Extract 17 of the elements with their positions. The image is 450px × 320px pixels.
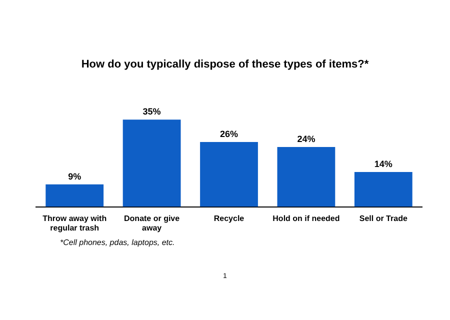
x-tick-label: Recycle bbox=[214, 214, 245, 223]
x-tick-label: Sell or Trade bbox=[359, 214, 408, 223]
bar bbox=[46, 184, 104, 207]
data-label: 14% bbox=[374, 158, 392, 169]
x-tick-label: Throw away with regular trash bbox=[42, 214, 107, 232]
data-label: 35% bbox=[142, 106, 161, 117]
data-label: 26% bbox=[220, 129, 238, 140]
text: *Cell phones, pdas, laptops, etc. bbox=[60, 238, 176, 247]
x-tick-label: Hold on if needed bbox=[272, 214, 340, 223]
bar bbox=[277, 147, 336, 207]
data-label: 9% bbox=[68, 171, 82, 182]
bar bbox=[122, 120, 181, 207]
chart-title: How do you typically dispose of these types of items?* bbox=[81, 58, 370, 71]
bar bbox=[354, 172, 412, 207]
x-tick-label: Donate or give away bbox=[124, 214, 180, 232]
bar bbox=[200, 142, 258, 207]
data-label: 24% bbox=[297, 134, 316, 144]
